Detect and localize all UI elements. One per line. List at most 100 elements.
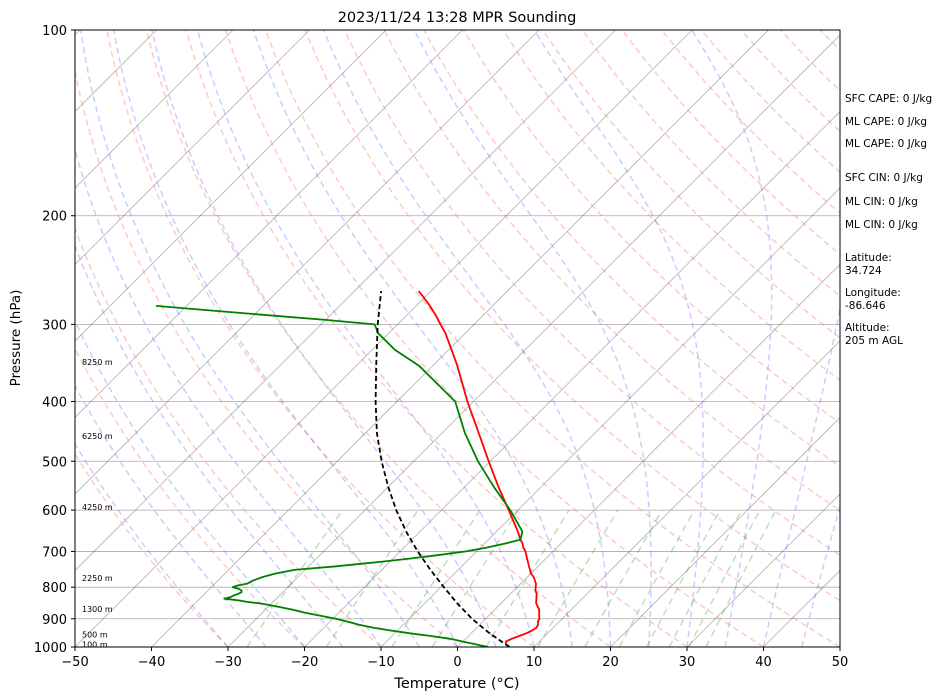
dry-adiabat-line [423, 30, 840, 468]
moist-adiabat-line [151, 30, 497, 647]
x-axis-label: Temperature (°C) [393, 676, 519, 692]
moist-adiabat-line [75, 243, 344, 647]
moist-adiabat-line [762, 304, 840, 647]
x-tick-label: 20 [602, 655, 619, 670]
latitude-info: Latitude: 34.724 [845, 252, 892, 278]
sfc-cape-text: SFC CAPE: 0 J/kg [845, 93, 933, 105]
moist-adiabat-line [75, 442, 229, 647]
dry-adiabat-line [304, 30, 840, 602]
y-tick-label: 600 [42, 504, 67, 519]
mixing-ratio-line [431, 509, 519, 647]
isotherm-line [75, 30, 616, 572]
mixing-ratio-line [705, 509, 777, 647]
x-tick-label: 30 [679, 655, 696, 670]
x-tick-label: 0 [453, 655, 461, 670]
moist-adiabat-line [79, 30, 420, 647]
x-tick-label: −50 [61, 655, 88, 670]
isotherm-line [380, 187, 840, 647]
moist-adiabat-line [112, 30, 459, 647]
isotherm-line [0, 30, 4, 647]
background-lines [0, 30, 947, 647]
isotherm-line [686, 493, 840, 647]
dry-adiabat-line [75, 68, 458, 647]
isotherm-line [75, 30, 387, 342]
dry-adiabat-line [224, 30, 764, 647]
isotherm-line [75, 30, 463, 419]
dry-adiabat-line [145, 30, 611, 647]
moist-adiabat-line [533, 30, 704, 647]
y-tick-label: 800 [42, 581, 67, 596]
y-tick-label: 200 [42, 210, 67, 225]
height-label: 100 m [82, 640, 108, 649]
ml-cape-text: ML CAPE: 0 J/kg [845, 116, 928, 128]
ml-cin-text-2: ML CIN: 0 J/kg [845, 219, 918, 231]
altitude-label: Altitude: [845, 322, 890, 334]
height-label: 4250 m [82, 503, 113, 512]
isotherm-line [75, 30, 310, 266]
y-tick-label: 400 [42, 395, 67, 410]
isotherm-line [304, 110, 840, 647]
height-label: 500 m [82, 631, 108, 640]
y-axis-label: Pressure (hPa) [8, 290, 24, 387]
height-label: 6250 m [82, 432, 113, 441]
longitude-value: -86.646 [845, 300, 886, 312]
plot-frame [74, 29, 841, 648]
isotherm-line [151, 30, 769, 647]
ml-cape-text-2: ML CAPE: 0 J/kg [845, 138, 928, 150]
moist-adiabat-line [801, 504, 840, 647]
moist-adiabat-line [413, 30, 652, 647]
dry-adiabat-line [106, 30, 535, 647]
latitude-label: Latitude: [845, 252, 892, 264]
parcel-profile-line [374, 291, 511, 647]
dry-adiabat-line [343, 30, 840, 557]
altitude-info: Altitude: 205 m AGL [845, 322, 903, 348]
x-tick-label: −20 [291, 655, 318, 670]
x-tick-label: −30 [214, 655, 241, 670]
latitude-value: 34.724 [845, 265, 882, 277]
series-layer [155, 290, 541, 647]
longitude-label: Longitude: [845, 287, 901, 299]
y-tick-label: 700 [42, 545, 67, 560]
moist-adiabat-line [75, 147, 382, 647]
dewpoint-trace [155, 305, 524, 647]
mixing-ratio-line [246, 509, 344, 647]
isotherm-line [533, 340, 840, 647]
height-label: 1300 m [82, 605, 113, 614]
isotherm-line [75, 30, 540, 495]
dry-adiabat-line [264, 30, 840, 647]
isotherm-line [457, 263, 840, 647]
mixing-ratio-line [618, 509, 696, 647]
height-label: 8250 m [82, 358, 113, 367]
moist-adiabat-line [252, 30, 574, 647]
x-tick-label: −40 [138, 655, 165, 670]
ml-cin-text: ML CIN: 0 J/kg [845, 196, 918, 208]
moist-adiabat-line [196, 30, 535, 647]
dry-adiabat-line [939, 30, 947, 647]
y-axis-ticks: 100 200 300 400 500 600 700 800 900 1000 [34, 24, 75, 656]
isotherm-line [75, 30, 234, 189]
moist-adiabat-line [691, 30, 773, 647]
altitude-value: 205 m AGL [845, 335, 903, 347]
chart-title: 2023/11/24 13:28 MPR Sounding [338, 10, 577, 26]
height-label: 2250 m [82, 574, 113, 583]
x-tick-label: 10 [526, 655, 543, 670]
longitude-info: Longitude: -86.646 [845, 287, 901, 313]
y-tick-label: 300 [42, 318, 67, 333]
isotherm-line [610, 416, 840, 647]
mixing-ratio-line [688, 509, 761, 647]
moist-adiabat-line [75, 384, 267, 647]
dry-adiabat-line [75, 226, 382, 647]
x-tick-label: 50 [832, 655, 849, 670]
x-axis-ticks: −50 −40 −30 −20 −10 0 10 20 30 40 50 [61, 647, 848, 670]
sfc-cin-text: SFC CIN: 0 J/kg [845, 172, 923, 184]
y-tick-label: 100 [42, 24, 67, 39]
x-tick-label: −10 [367, 655, 394, 670]
moist-adiabat-line [323, 30, 612, 647]
x-tick-label: 40 [755, 655, 772, 670]
y-tick-label: 900 [42, 613, 67, 628]
mixing-ratio-line [537, 509, 619, 647]
mixing-ratio-line [584, 509, 663, 647]
dry-adiabat-line [383, 30, 840, 512]
